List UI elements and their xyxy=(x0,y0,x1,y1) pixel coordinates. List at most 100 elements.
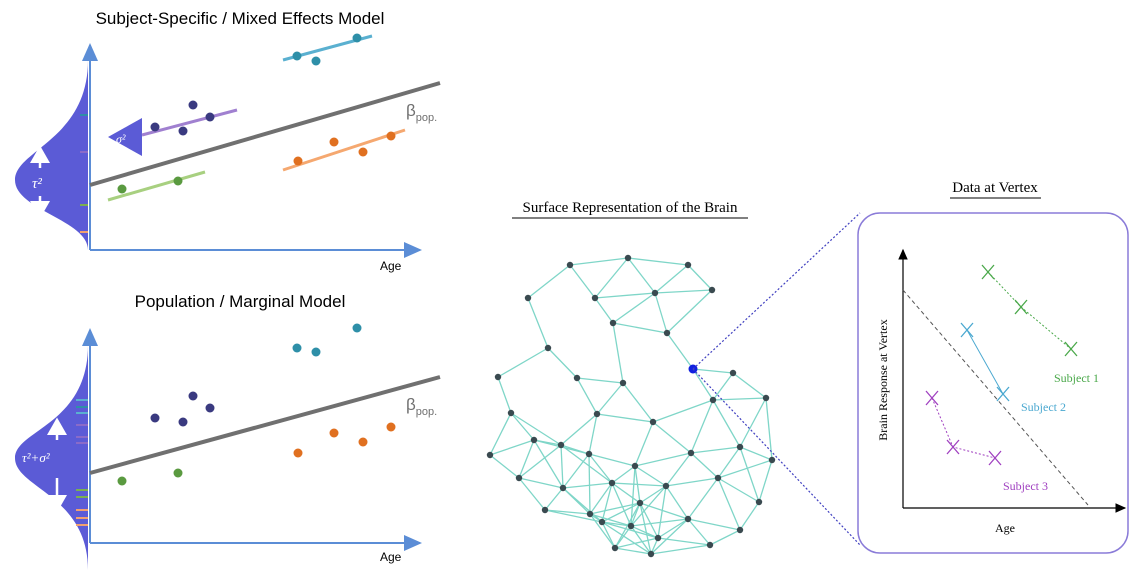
mesh-edge xyxy=(614,547,652,555)
mesh-vertex xyxy=(649,418,657,426)
mesh-edge xyxy=(657,485,667,539)
point xyxy=(173,176,183,186)
mesh-edge xyxy=(622,382,654,423)
mesh-edge xyxy=(518,477,546,511)
mesh-edge xyxy=(650,544,711,555)
mesh-edge xyxy=(611,482,667,487)
mesh-vertex xyxy=(559,484,567,492)
mesh-edge xyxy=(489,412,512,456)
points xyxy=(117,176,183,194)
point xyxy=(386,131,396,141)
mesh-edge xyxy=(611,465,636,484)
beta-subscript: pop. xyxy=(416,406,437,418)
point xyxy=(188,391,198,401)
points xyxy=(150,100,215,136)
distribution xyxy=(15,345,88,570)
mesh-edge xyxy=(630,525,659,539)
mesh-vertex xyxy=(651,289,659,297)
mesh-edge xyxy=(569,264,596,299)
beta-label: βpop. xyxy=(406,395,437,418)
mesh-vertex xyxy=(708,286,716,294)
mesh-edge xyxy=(489,439,535,456)
mesh-edge xyxy=(489,454,520,479)
mesh-edge xyxy=(654,292,668,334)
point xyxy=(386,422,396,432)
mesh-vertex xyxy=(486,451,494,459)
mesh-edge xyxy=(589,513,616,549)
panel-title: Subject-Specific / Mixed Effects Model xyxy=(96,9,385,28)
mesh-edge xyxy=(588,453,613,484)
mesh-edge xyxy=(544,509,603,523)
mesh-edge xyxy=(589,513,632,527)
x-marker xyxy=(946,439,960,455)
mesh-edge xyxy=(650,518,689,555)
mesh-edge xyxy=(652,421,692,454)
mesh-edge xyxy=(712,397,767,401)
vertex-title: Data at Vertex xyxy=(952,180,1038,196)
point xyxy=(293,448,303,458)
mesh-edge xyxy=(690,446,741,454)
mesh-edge xyxy=(560,413,598,446)
mesh-vertex xyxy=(566,261,574,269)
mesh-edge xyxy=(527,297,549,349)
mesh-edge xyxy=(717,477,760,503)
subject-line xyxy=(107,170,206,202)
mesh-vertex xyxy=(663,329,671,337)
mesh-edge xyxy=(712,399,741,448)
tau-label: τ² xyxy=(32,176,42,192)
point xyxy=(352,33,362,43)
point xyxy=(352,323,362,333)
mesh-edge xyxy=(687,518,711,546)
mesh-edge xyxy=(630,465,636,527)
top-panel: Subject-Specific / Mixed Effects Model τ… xyxy=(15,9,441,273)
points xyxy=(117,468,183,486)
mesh-edge xyxy=(717,459,773,479)
subject-line xyxy=(966,329,1004,395)
mesh-edge xyxy=(588,453,636,467)
x-marker xyxy=(1014,299,1028,315)
point xyxy=(150,122,160,132)
mesh-edge xyxy=(518,444,562,479)
mesh-vertex xyxy=(631,462,639,470)
mesh-edge xyxy=(601,521,632,527)
mesh-edge xyxy=(739,446,760,503)
mesh-vertex xyxy=(729,369,737,377)
mesh-vertex xyxy=(714,474,722,482)
mesh-vertex xyxy=(736,443,744,451)
mesh-edge xyxy=(562,487,603,523)
mesh-edge xyxy=(588,453,591,515)
mesh-edge xyxy=(690,452,719,479)
ticks xyxy=(76,399,88,526)
mesh-edge xyxy=(634,421,654,467)
mesh-edge xyxy=(639,502,652,555)
points xyxy=(293,131,396,166)
mesh-vertex xyxy=(636,499,644,507)
mesh-vertex xyxy=(736,526,744,534)
mesh-vertex xyxy=(585,450,593,458)
mesh-edge xyxy=(739,501,760,531)
mesh-edge xyxy=(594,292,656,299)
x-label: Age xyxy=(380,259,402,273)
mesh-edge xyxy=(665,452,692,487)
points xyxy=(292,323,362,357)
mesh-edge xyxy=(687,518,741,531)
mesh-edge xyxy=(627,257,689,266)
points xyxy=(150,391,215,427)
mesh-edge xyxy=(634,465,667,487)
mesh-edge xyxy=(547,347,578,379)
mesh-vertex xyxy=(591,294,599,302)
mesh-edge xyxy=(717,477,741,531)
mesh-edge xyxy=(544,509,591,515)
mesh-edge xyxy=(692,368,714,401)
point xyxy=(293,156,303,166)
point xyxy=(205,112,215,122)
beta: β xyxy=(406,101,416,120)
population-line xyxy=(902,289,1089,506)
mesh-edge xyxy=(687,477,719,520)
mesh-edge xyxy=(533,439,564,489)
mesh-vertex xyxy=(684,515,692,523)
mesh-vertex xyxy=(627,522,635,530)
distribution xyxy=(15,60,88,250)
mesh-edge xyxy=(510,412,535,441)
mesh-edge xyxy=(654,289,713,294)
